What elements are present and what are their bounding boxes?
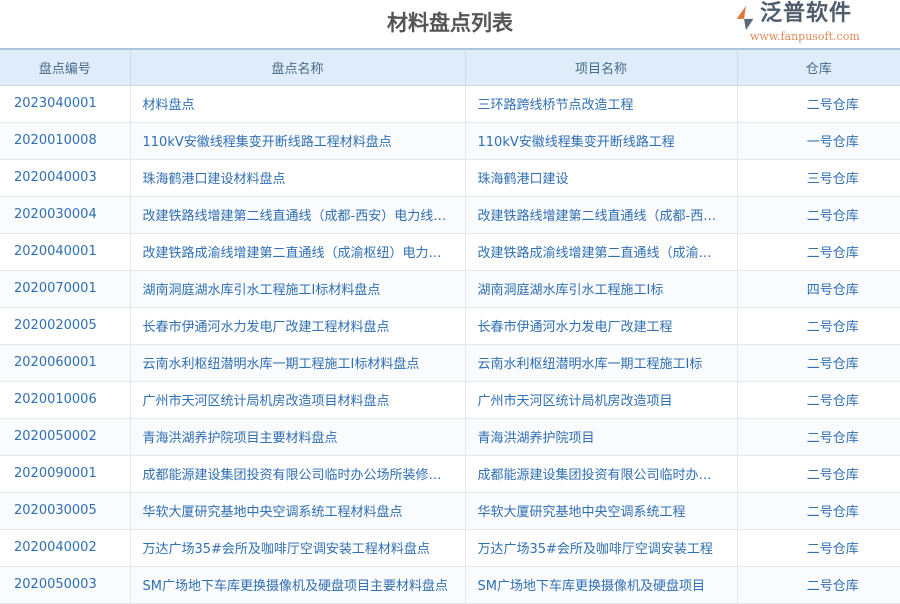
check-name-cell[interactable]: 110kV安徽线程集变开断线路工程材料盘点 (129, 121, 466, 160)
record-id-cell[interactable]: 2020020005 (0, 306, 131, 345)
check-name-cell[interactable]: 成都能源建设集团投资有限公司临时办公场所装修改造工程材料盘点 (129, 454, 466, 493)
table-row[interactable]: 2020020005 长春市伊通河水力发电厂改建工程材料盘点 长春市伊通河水力发电厂… (0, 306, 900, 345)
warehouse-cell[interactable]: 二号仓库 (736, 454, 900, 493)
project-name-cell[interactable]: 改建铁路成渝线增建第二直通线（成渝枢纽）电力线迁改工程 (464, 232, 738, 271)
project-name-cell[interactable]: 长春市伊通河水力发电厂改建工程 (464, 306, 738, 345)
project-name-cell[interactable]: 湖南洞庭湖水库引水工程施工I标 (464, 269, 738, 308)
project-name-cell[interactable]: 广州市天河区统计局机房改造项目 (464, 380, 738, 419)
record-id-cell[interactable]: 2020090001 (0, 454, 131, 493)
project-name-cell[interactable]: 成都能源建设集团投资有限公司临时办公场所装修改造工程 (464, 454, 738, 493)
table-row[interactable]: 2020040003 珠海鹤港口建设材料盘点 珠海鹤港口建设 三号仓库 (0, 158, 900, 197)
check-name-cell[interactable]: SM广场地下车库更换摄像机及硬盘项目主要材料盘点 (129, 565, 466, 604)
warehouse-cell[interactable]: 二号仓库 (736, 417, 900, 456)
check-name-cell[interactable]: 改建铁路成渝线增建第二直通线（成渝枢纽）电力线迁改工程材料盘点 (129, 232, 466, 271)
warehouse-cell[interactable]: 二号仓库 (736, 232, 900, 271)
table-row[interactable]: 2020030004改建铁路线增建第二线直通线（成都-西安）电力线迁改工程材料盘… (0, 195, 900, 234)
table-row[interactable]: 2020050003 SM广场地下车库更换摄像机及硬盘项目主要材料盘点 SM广场地下… (0, 565, 900, 604)
warehouse-cell[interactable]: 四号仓库 (736, 269, 900, 308)
watermark-name: 泛普软件 (760, 1, 853, 26)
warehouse-cell[interactable]: 二号仓库 (736, 195, 900, 234)
warehouse-cell[interactable]: 二号仓库 (736, 528, 900, 567)
record-id-cell[interactable]: 2020070001 (0, 269, 131, 308)
column-header-project[interactable]: 项目名称 (464, 48, 738, 86)
page-title: 材料盘点列表 (387, 11, 513, 35)
project-name-cell[interactable]: 万达广场35#会所及咖啡厅空调安装工程 (464, 528, 738, 567)
check-name-cell[interactable]: 云南水利枢纽潜明水库一期工程施工I标材料盘点 (129, 343, 466, 382)
table-row[interactable]: 2020040001改建铁路成渝线增建第二直通线（成渝枢纽）电力线迁改工程材料盘… (0, 232, 900, 271)
record-id-cell[interactable]: 2020060001 (0, 343, 131, 382)
record-id-cell[interactable]: 2023040001 (0, 84, 131, 123)
check-name-cell[interactable]: 万达广场35#会所及咖啡厅空调安装工程材料盘点 (129, 528, 466, 567)
record-id-cell[interactable]: 2020040002 (0, 528, 131, 567)
table-row[interactable]: 2020040002 万达广场35#会所及咖啡厅空调安装工程材料盘点 万达广场35#… (0, 528, 900, 567)
table-row[interactable]: 2020010006 广州市天河区统计局机房改造项目材料盘点 广州市天河区统计局机房… (0, 380, 900, 419)
inventory-table: 盘点编号 盘点名称 项目名称 仓库 2023040001 材料盘点 三环路跨线桥节点… (0, 48, 900, 604)
watermark: 泛普软件 www.fanpusoft.com (732, 0, 892, 46)
warehouse-cell[interactable]: 二号仓库 (736, 491, 900, 530)
record-id-cell[interactable]: 2020010008 (0, 121, 131, 160)
warehouse-cell[interactable]: 二号仓库 (736, 306, 900, 345)
column-header-id[interactable]: 盘点编号 (0, 48, 131, 86)
record-id-cell[interactable]: 2020030004 (0, 195, 131, 234)
table-row[interactable]: 2020070001 湖南洞庭湖水库引水工程施工I标材料盘点 湖南洞庭湖水库引水工程… (0, 269, 900, 308)
watermark-url: www.fanpusoft.com (750, 30, 860, 43)
column-header-name[interactable]: 盘点名称 (129, 48, 466, 86)
project-name-cell[interactable]: 云南水利枢纽潜明水库一期工程施工I标 (464, 343, 738, 382)
check-name-cell[interactable]: 湖南洞庭湖水库引水工程施工I标材料盘点 (129, 269, 466, 308)
table-row[interactable]: 2023040001 材料盘点 三环路跨线桥节点改造工程 二号仓库 (0, 84, 900, 123)
check-name-cell[interactable]: 广州市天河区统计局机房改造项目材料盘点 (129, 380, 466, 419)
record-id-cell[interactable]: 2020040003 (0, 158, 131, 197)
warehouse-cell[interactable]: 二号仓库 (736, 343, 900, 382)
project-name-cell[interactable]: 青海洪湖养护院项目 (464, 417, 738, 456)
project-name-cell[interactable]: 华软大厦研究基地中央空调系统工程 (464, 491, 738, 530)
column-header-warehouse[interactable]: 仓库 (736, 48, 900, 86)
project-name-cell[interactable]: 改建铁路线增建第二线直通线（成都-西安）电力线迁改工程 (464, 195, 738, 234)
warehouse-cell[interactable]: 二号仓库 (736, 565, 900, 604)
table-row[interactable]: 2020010008 110kV安徽线程集变开断线路工程材料盘点 110kV安徽线程… (0, 121, 900, 160)
record-id-cell[interactable]: 2020050002 (0, 417, 131, 456)
warehouse-cell[interactable]: 一号仓库 (736, 121, 900, 160)
table-row[interactable]: 2020030005 华软大厦研究基地中央空调系统工程材料盘点 华软大厦研究基地中央… (0, 491, 900, 530)
check-name-cell[interactable]: 青海洪湖养护院项目主要材料盘点 (129, 417, 466, 456)
record-id-cell[interactable]: 2020010006 (0, 380, 131, 419)
project-name-cell[interactable]: 珠海鹤港口建设 (464, 158, 738, 197)
record-id-cell[interactable]: 2020050003 (0, 565, 131, 604)
record-id-cell[interactable]: 2020040001 (0, 232, 131, 271)
warehouse-cell[interactable]: 三号仓库 (736, 158, 900, 197)
check-name-cell[interactable]: 材料盘点 (129, 84, 466, 123)
project-name-cell[interactable]: SM广场地下车库更换摄像机及硬盘项目 (464, 565, 738, 604)
table-row[interactable]: 2020090001成都能源建设集团投资有限公司临时办公场所装修改造工程材料盘点… (0, 454, 900, 493)
check-name-cell[interactable]: 改建铁路线增建第二线直通线（成都-西安）电力线迁改工程材料盘点 (129, 195, 466, 234)
project-name-cell[interactable]: 110kV安徽线程集变开断线路工程 (464, 121, 738, 160)
fanpu-logo-icon (736, 5, 754, 31)
warehouse-cell[interactable]: 二号仓库 (736, 84, 900, 123)
record-id-cell[interactable]: 2020030005 (0, 491, 131, 530)
warehouse-cell[interactable]: 二号仓库 (736, 380, 900, 419)
project-name-cell[interactable]: 三环路跨线桥节点改造工程 (464, 84, 738, 123)
table-row[interactable]: 2020060001 云南水利枢纽潜明水库一期工程施工I标材料盘点 云南水利枢纽潜明… (0, 343, 900, 382)
check-name-cell[interactable]: 长春市伊通河水力发电厂改建工程材料盘点 (129, 306, 466, 345)
check-name-cell[interactable]: 华软大厦研究基地中央空调系统工程材料盘点 (129, 491, 466, 530)
check-name-cell[interactable]: 珠海鹤港口建设材料盘点 (129, 158, 466, 197)
table-row[interactable]: 2020050002 青海洪湖养护院项目主要材料盘点 青海洪湖养护院项目 二号仓库 (0, 417, 900, 456)
table-header-row: 盘点编号 盘点名称 项目名称 仓库 (0, 48, 900, 86)
